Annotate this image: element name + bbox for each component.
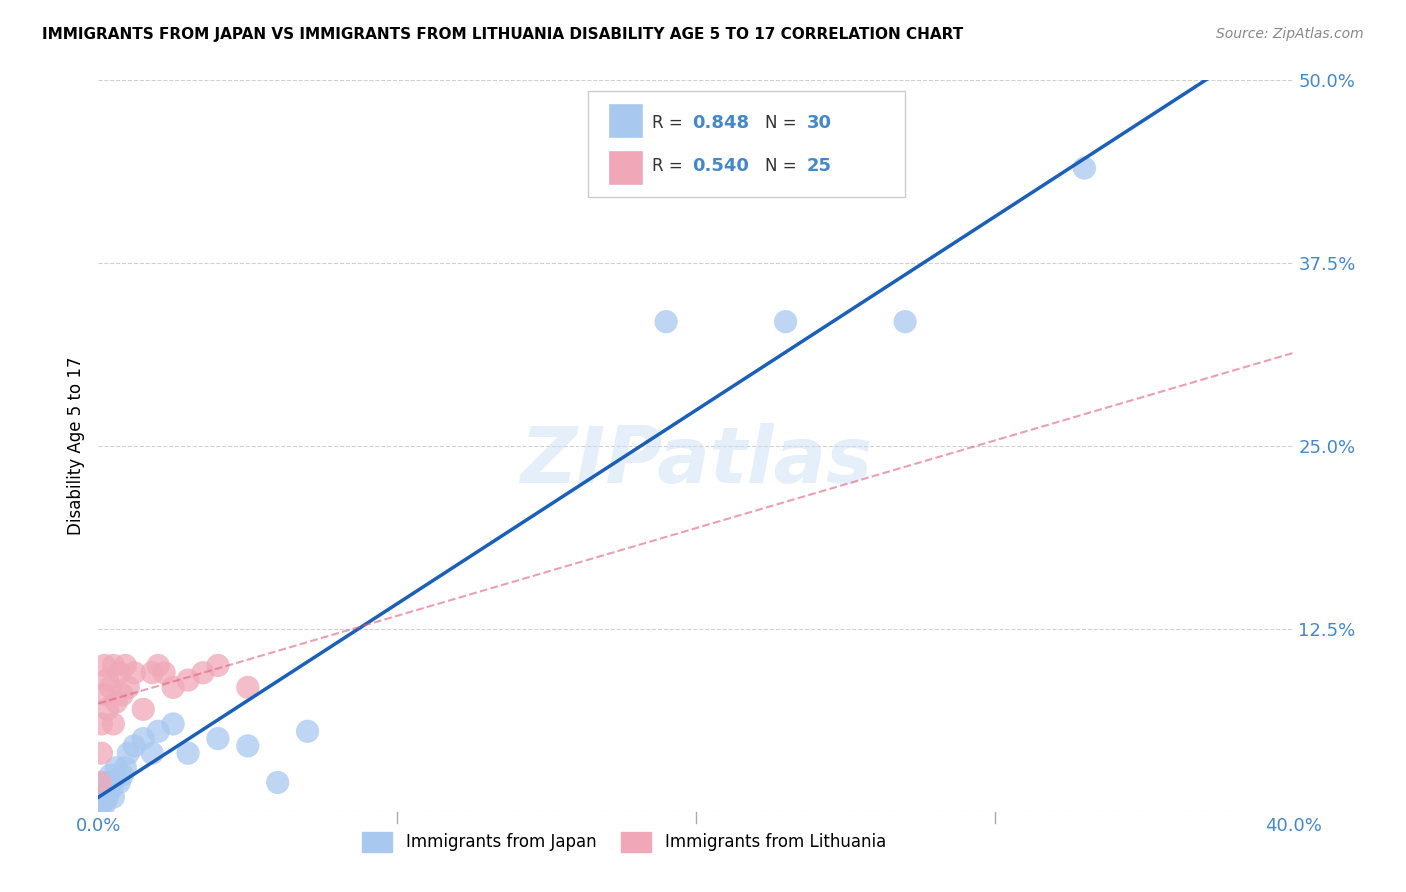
Point (98, 782, 122, 797)
Point (103, 658, 125, 673)
Point (114, 761, 136, 775)
Text: IMMIGRANTS FROM JAPAN VS IMMIGRANTS FROM LITHUANIA DISABILITY AGE 5 TO 17 CORREL: IMMIGRANTS FROM JAPAN VS IMMIGRANTS FROM… (42, 27, 963, 42)
Point (297, 724, 319, 739)
Point (111, 768, 134, 782)
Point (98, 681, 122, 695)
Point (236, 739, 259, 753)
Point (148, 658, 170, 673)
Point (162, 681, 184, 695)
Point (90, 790, 112, 805)
Point (267, 775, 290, 789)
Point (103, 790, 125, 805)
Bar (609, 104, 643, 137)
Point (96, 790, 118, 805)
Point (93, 688, 115, 702)
Point (96, 775, 118, 789)
Point (153, 665, 176, 680)
Point (117, 681, 139, 695)
Text: R =: R = (652, 157, 688, 175)
Text: 30: 30 (807, 113, 832, 131)
Point (124, 739, 146, 753)
Point (177, 746, 200, 760)
Y-axis label: Disability Age 5 to 17: Disability Age 5 to 17 (66, 357, 84, 535)
Point (96, 673, 118, 687)
Point (177, 673, 200, 687)
Text: N =: N = (765, 157, 803, 175)
Point (124, 665, 146, 680)
Point (93, 658, 115, 673)
Point (162, 717, 184, 731)
Point (132, 702, 155, 716)
Point (103, 775, 125, 789)
Point (89, 775, 111, 789)
Point (90, 717, 112, 731)
Point (108, 775, 131, 789)
Legend: Immigrants from Japan, Immigrants from Lithuania: Immigrants from Japan, Immigrants from L… (356, 826, 893, 858)
Point (105, 761, 128, 775)
Point (141, 665, 163, 680)
Bar (609, 151, 643, 184)
Point (93, 790, 115, 805)
Point (93, 797, 115, 812)
Point (894, 315, 917, 329)
Point (191, 665, 214, 680)
Point (655, 315, 678, 329)
Point (103, 717, 125, 731)
Point (90, 797, 112, 812)
Text: N =: N = (765, 113, 803, 131)
Point (93, 775, 115, 789)
Point (141, 746, 163, 760)
Point (148, 724, 170, 739)
Point (236, 681, 259, 695)
Point (96, 702, 118, 716)
FancyBboxPatch shape (589, 91, 905, 197)
Point (132, 731, 155, 746)
Point (108, 665, 131, 680)
Point (111, 688, 134, 702)
Point (105, 695, 128, 709)
Text: 25: 25 (807, 157, 832, 175)
Point (90, 746, 112, 760)
Text: R =: R = (652, 113, 688, 131)
Text: ZIPatlas: ZIPatlas (520, 423, 872, 499)
Point (98, 768, 122, 782)
Point (1073, 161, 1095, 175)
Point (117, 746, 139, 760)
Text: Source: ZipAtlas.com: Source: ZipAtlas.com (1216, 27, 1364, 41)
Point (114, 658, 136, 673)
Point (775, 315, 797, 329)
Text: 0.540: 0.540 (692, 157, 749, 175)
Point (89, 802, 111, 816)
Point (207, 658, 229, 673)
Text: 0.848: 0.848 (692, 113, 749, 131)
Point (207, 731, 229, 746)
